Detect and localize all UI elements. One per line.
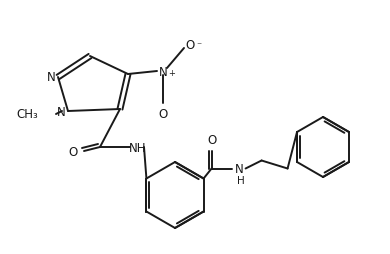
Text: N: N [235,162,244,175]
Text: +: + [168,69,175,78]
Text: N: N [159,65,167,78]
Text: N: N [47,70,56,83]
Text: O: O [207,134,216,147]
Text: H: H [237,176,245,186]
Text: O: O [158,108,168,121]
Text: CH₃: CH₃ [16,108,38,121]
Text: N: N [57,106,66,119]
Text: NH: NH [129,141,147,154]
Text: ⁻: ⁻ [196,41,201,51]
Text: O: O [69,146,78,159]
Text: O: O [185,38,195,51]
